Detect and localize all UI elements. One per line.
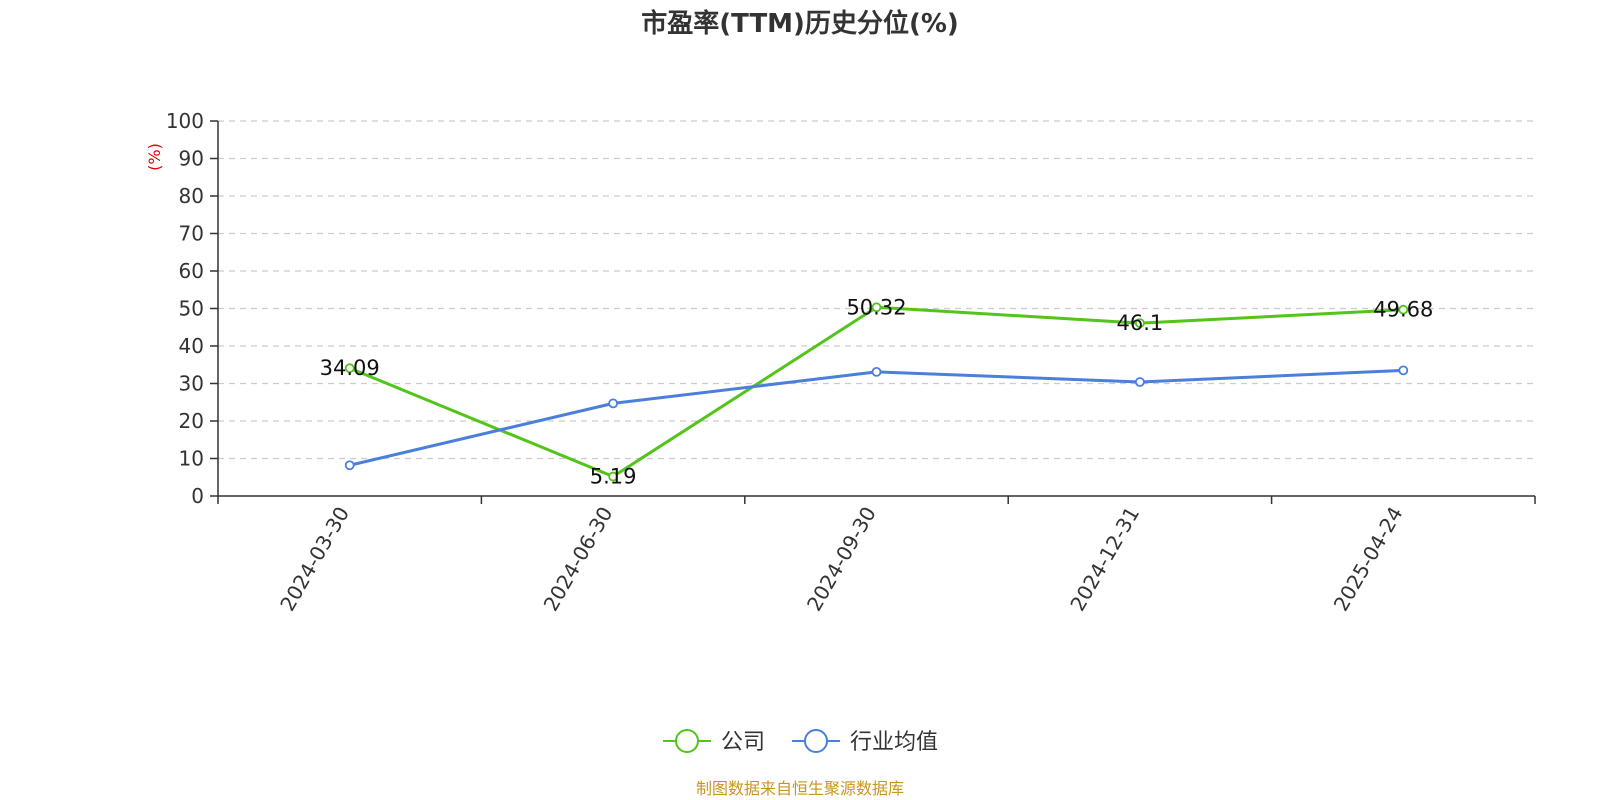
x-tick-label: 2024-12-31: [1065, 503, 1144, 616]
y-tick-label: 50: [179, 297, 204, 321]
y-tick-label: 80: [179, 184, 204, 208]
legend-marker: [675, 729, 699, 753]
legend-marker: [804, 729, 828, 753]
data-point: [608, 471, 618, 482]
chart-title: 市盈率(TTM)历史分位(%): [641, 8, 959, 39]
legend-label: 公司: [721, 730, 765, 755]
y-tick-label: 20: [179, 409, 204, 433]
x-axis-ticks: 2024-03-30 2024-06-30 2024-09-30 2024-12-31…: [217, 496, 1536, 616]
y-tick-label: 60: [179, 259, 204, 283]
data-label: 34.09: [320, 356, 380, 380]
data-point: [344, 363, 355, 374]
data-point: [608, 398, 618, 409]
x-tick-label: 2025-04-24: [1329, 503, 1408, 616]
y-tick-label: 0: [191, 484, 204, 508]
legend-label: 行业均值: [850, 730, 938, 755]
data-label: 49.68: [1373, 298, 1433, 322]
series-line-1: [349, 305, 1404, 479]
x-tick-label: 2024-03-30: [275, 503, 354, 616]
y-tick-label: 100: [166, 109, 204, 133]
y-tick-label: 30: [179, 372, 204, 396]
y-tick-label: 10: [179, 447, 204, 471]
legend[interactable]: 公司 行业均值: [663, 729, 938, 755]
data-label: 5.19: [590, 465, 637, 489]
y-tick-label: 40: [179, 334, 204, 358]
x-tick-label: 2024-06-30: [539, 503, 618, 616]
y-axis-unit: (%): [145, 143, 164, 171]
data-point: [344, 460, 355, 471]
data-label: 46.1: [1117, 311, 1164, 335]
series-group: 34.09 5.19 50.32 46.1 49.68: [320, 295, 1434, 488]
data-label: 50.32: [846, 295, 906, 319]
series-line-2: [349, 368, 1404, 467]
x-tick-label: 2024-09-30: [802, 503, 881, 616]
data-source-note: 制图数据来自恒生聚源数据库: [696, 779, 904, 798]
data-point: [871, 366, 882, 377]
data-point: [1135, 377, 1145, 387]
data-point: [871, 302, 882, 313]
grid-lines: [218, 120, 1535, 460]
data-point: [1398, 365, 1409, 376]
y-tick-label: 70: [179, 222, 204, 246]
y-tick-label: 90: [179, 147, 204, 171]
y-axis-ticks: 0 10 20 30 40 50 60 70 80 90 100: [166, 109, 218, 508]
data-point: [1135, 318, 1145, 329]
data-point: [1398, 304, 1409, 315]
